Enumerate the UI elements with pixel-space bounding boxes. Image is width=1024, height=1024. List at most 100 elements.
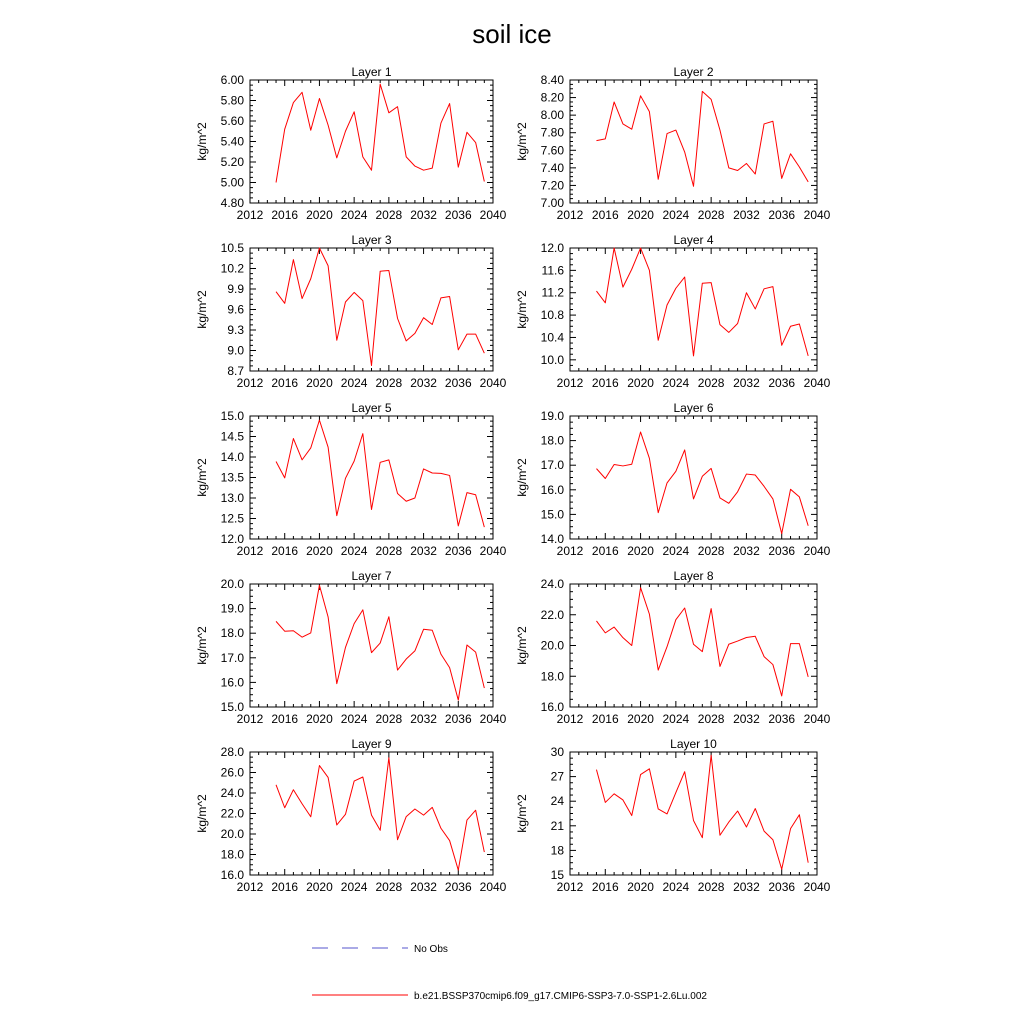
y-axis-label: kg/m^2: [515, 290, 529, 329]
x-tick-label: 2012: [557, 208, 584, 222]
y-tick-label: 20.0: [221, 577, 245, 591]
x-tick-label: 2032: [410, 208, 437, 222]
x-tick-label: 2024: [663, 544, 690, 558]
y-axis-label: kg/m^2: [515, 626, 529, 665]
x-tick-label: 2040: [804, 376, 831, 390]
y-tick-label: 15.0: [541, 507, 565, 521]
y-tick-label: 6.00: [221, 73, 245, 87]
y-tick-label: 18.0: [221, 848, 245, 862]
y-axis-label: kg/m^2: [195, 626, 209, 665]
series-line: [275, 584, 485, 701]
panel-layer-1: Layer 1 kg/m^2 2012 2016 2020 2024 2028 2032 203…: [195, 65, 507, 222]
y-tick-label: 18.0: [541, 669, 565, 683]
x-tick-label: 2012: [237, 880, 264, 894]
x-tick-label: 2028: [698, 544, 725, 558]
y-tick-label: 9.3: [227, 323, 244, 337]
x-tick-label: 2040: [804, 880, 831, 894]
y-tick-label: 18.0: [221, 626, 245, 640]
panels-group: Layer 1 kg/m^2 2012 2016 2020 2024 2028 2032 203…: [195, 65, 831, 894]
y-tick-label: 13.0: [221, 491, 245, 505]
y-axis-label: kg/m^2: [195, 794, 209, 833]
x-tick-label: 2024: [663, 712, 690, 726]
x-tick-label: 2032: [410, 544, 437, 558]
series-line: [596, 247, 809, 357]
x-tick-label: 2028: [698, 712, 725, 726]
x-tick-label: 2020: [627, 880, 654, 894]
y-tick-label: 5.80: [221, 94, 245, 108]
x-tick-label: 2020: [306, 880, 333, 894]
x-tick-label: 2012: [557, 880, 584, 894]
x-tick-label: 2040: [804, 712, 831, 726]
series-line: [275, 757, 485, 871]
x-tick-label: 2016: [271, 880, 298, 894]
panel-title: Layer 7: [351, 569, 391, 583]
x-tick-label: 2012: [237, 208, 264, 222]
x-tick-label: 2020: [306, 376, 333, 390]
x-tick-label: 2024: [663, 880, 690, 894]
panel-title: Layer 8: [673, 569, 713, 583]
panel-layer-10: Layer 10 kg/m^2 2012 2016 2020 2024 2028 2032 20…: [515, 737, 831, 894]
x-tick-label: 2032: [733, 880, 760, 894]
x-tick-label: 2020: [627, 544, 654, 558]
x-tick-label: 2032: [410, 376, 437, 390]
x-tick-label: 2024: [341, 712, 368, 726]
x-tick-label: 2016: [271, 376, 298, 390]
panel-title: Layer 1: [351, 65, 391, 79]
y-tick-label: 17.0: [221, 651, 245, 665]
panel-layer-4: Layer 4 kg/m^2 2012 2016 2020 2024 2028 2032 203…: [515, 233, 831, 390]
series-line: [275, 419, 485, 528]
y-tick-label: 20.0: [221, 827, 245, 841]
x-tick-label: 2024: [663, 208, 690, 222]
y-tick-label: 19.0: [221, 602, 245, 616]
x-tick-label: 2036: [768, 376, 795, 390]
plot-frame: [249, 415, 494, 540]
x-tick-label: 2036: [768, 544, 795, 558]
x-tick-label: 2016: [592, 880, 619, 894]
plot-frame: [249, 583, 494, 708]
panel-layer-3: Layer 3 kg/m^2 2012 2016 2020 2024 2028 2032 203…: [195, 233, 507, 390]
y-tick-label: 26.0: [221, 766, 245, 780]
y-tick-label: 21: [551, 819, 565, 833]
x-tick-label: 2028: [376, 544, 403, 558]
y-tick-label: 28.0: [221, 745, 245, 759]
x-tick-label: 2016: [592, 544, 619, 558]
legend-model-label: b.e21.BSSP370cmip6.f09_g17.CMIP6-SSP3-7.…: [414, 991, 707, 1002]
panel-title: Layer 3: [351, 233, 391, 247]
y-axis-label: kg/m^2: [195, 458, 209, 497]
plot-frame: [249, 247, 494, 372]
x-tick-label: 2036: [768, 880, 795, 894]
y-tick-label: 10.5: [221, 241, 245, 255]
y-tick-label: 24: [551, 794, 565, 808]
y-tick-label: 9.0: [227, 344, 244, 358]
x-tick-label: 2016: [271, 544, 298, 558]
x-tick-label: 2028: [698, 376, 725, 390]
y-tick-label: 20.0: [541, 639, 565, 653]
x-tick-label: 2012: [557, 544, 584, 558]
x-tick-label: 2024: [341, 544, 368, 558]
x-tick-label: 2032: [410, 712, 437, 726]
x-tick-label: 2020: [627, 376, 654, 390]
y-tick-label: 18: [551, 843, 565, 857]
y-tick-label: 14.0: [221, 450, 245, 464]
y-tick-label: 17.0: [541, 458, 565, 472]
y-tick-label: 12.5: [221, 512, 245, 526]
x-tick-label: 2016: [592, 376, 619, 390]
y-tick-label: 19.0: [541, 409, 565, 423]
legend: No Obs b.e21.BSSP370cmip6.f09_g17.CMIP6-…: [312, 944, 707, 1002]
x-tick-label: 2016: [592, 712, 619, 726]
x-tick-label: 2012: [557, 712, 584, 726]
panel-layer-6: Layer 6 kg/m^2 2012 2016 2020 2024 2028 2032 203…: [515, 401, 831, 558]
panel-title: Layer 10: [670, 737, 717, 751]
y-tick-label: 15.0: [221, 409, 245, 423]
series-line: [596, 587, 809, 697]
legend-obs-label: No Obs: [414, 944, 448, 955]
x-tick-label: 2032: [733, 376, 760, 390]
x-tick-label: 2032: [733, 208, 760, 222]
x-tick-label: 2028: [376, 208, 403, 222]
panel-title: Layer 2: [673, 65, 713, 79]
panel-layer-9: Layer 9 kg/m^2 2012 2016 2020 2024 2028 2032 203…: [195, 737, 507, 894]
y-tick-label: 5.60: [221, 114, 245, 128]
y-tick-label: 12.0: [221, 532, 245, 546]
y-axis-label: kg/m^2: [515, 794, 529, 833]
